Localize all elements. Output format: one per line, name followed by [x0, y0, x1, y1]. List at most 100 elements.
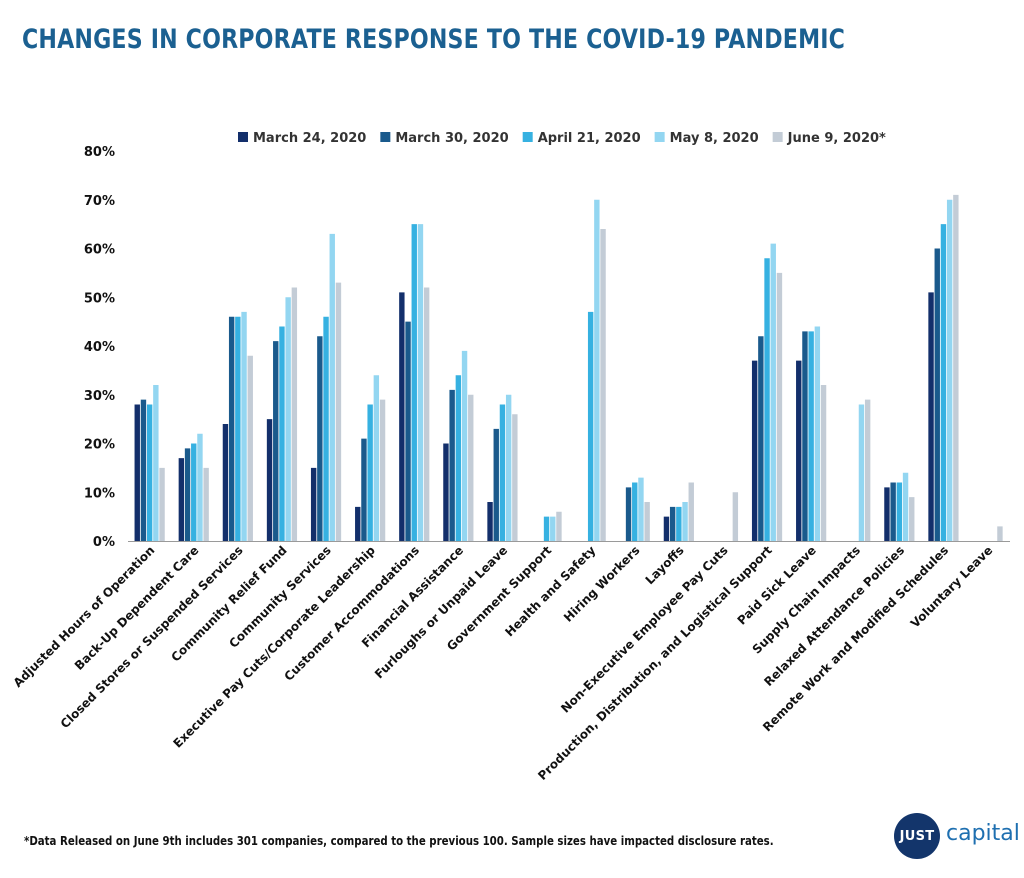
legend-label: March 30, 2020	[395, 131, 508, 146]
y-axis: 0% 10% 20% 30% 40% 50% 60% 70% 80%	[84, 145, 115, 550]
bar	[902, 472, 909, 541]
bar	[134, 404, 140, 541]
bar	[934, 248, 940, 541]
bar	[644, 502, 650, 541]
bar	[203, 467, 209, 542]
bar	[266, 419, 273, 542]
bar	[808, 331, 814, 542]
bar	[146, 404, 153, 541]
bar	[896, 482, 903, 541]
bar	[153, 385, 159, 541]
bar	[776, 272, 783, 542]
bar	[909, 497, 915, 542]
logo-badge: JUST	[894, 813, 940, 859]
y-tick-label: 40%	[84, 340, 115, 355]
bar	[399, 292, 405, 542]
bar	[946, 199, 953, 541]
bar	[310, 467, 317, 542]
bar	[461, 350, 468, 542]
x-tick-label: Paid Sick Leave	[735, 543, 819, 627]
x-tick-label: Layoffs	[643, 543, 687, 587]
bar	[361, 438, 367, 542]
bar	[928, 292, 934, 542]
bar	[285, 297, 291, 541]
bar	[468, 394, 474, 541]
bar	[159, 467, 165, 542]
bar	[732, 492, 739, 541]
bar	[405, 321, 411, 542]
bar	[543, 516, 550, 542]
bar	[241, 311, 247, 542]
bar	[367, 404, 373, 541]
legend-swatch	[522, 132, 533, 142]
legend-swatch	[238, 132, 248, 142]
legend-swatch	[654, 132, 665, 142]
bar	[940, 224, 947, 542]
bar	[335, 282, 342, 542]
x-tick-label: Executive Pay Cuts/Corporate Leadership	[171, 543, 379, 751]
bar	[556, 511, 562, 541]
bar	[953, 194, 959, 542]
bar	[751, 360, 758, 542]
chart-title: CHANGES IN CORPORATE RESPONSE TO THE COV…	[22, 24, 846, 55]
legend: March 24, 2020 March 30, 2020 April 21, 20…	[238, 131, 886, 146]
x-tick-label: Voluntary Leave	[908, 543, 995, 630]
x-tick-label: Non-Executive Employee Pay Cuts	[558, 543, 730, 715]
legend-label: June 9, 2020*	[787, 131, 886, 146]
bar	[279, 326, 285, 541]
bar	[884, 487, 890, 542]
bar	[329, 233, 335, 542]
bar	[669, 506, 676, 542]
bar	[273, 341, 279, 542]
bar	[178, 458, 185, 542]
bar	[191, 443, 197, 541]
bar	[317, 336, 323, 541]
bar	[758, 336, 764, 541]
legend-label: March 24, 2020	[253, 131, 366, 146]
bar	[184, 448, 191, 542]
logo-wordmark: capital	[946, 821, 1020, 846]
legend-item[interactable]: March 24, 2020	[238, 131, 366, 146]
legend-swatch	[380, 132, 391, 142]
legend-label: April 21, 2020	[538, 131, 641, 146]
bar	[858, 404, 865, 541]
bar	[291, 287, 298, 541]
bar	[423, 287, 430, 541]
bar	[594, 199, 600, 541]
bar	[140, 399, 147, 542]
legend-item[interactable]: May 8, 2020	[654, 131, 759, 146]
y-tick-label: 50%	[84, 291, 115, 306]
bar	[379, 399, 386, 542]
bar	[235, 316, 241, 541]
bar	[487, 502, 493, 541]
bar	[764, 258, 770, 541]
bar	[997, 526, 1003, 542]
bar	[417, 224, 424, 542]
bar	[228, 316, 235, 541]
just-capital-logo[interactable]: JUST capital	[894, 813, 1020, 859]
bar	[688, 482, 694, 541]
x-tick-label: Hiring Workers	[561, 543, 643, 625]
bar	[411, 224, 417, 542]
bar	[802, 331, 808, 542]
bar	[493, 428, 499, 542]
bar	[864, 399, 871, 542]
legend-item[interactable]: June 9, 2020*	[772, 131, 886, 146]
bar	[600, 229, 606, 541]
legend-item[interactable]: April 21, 2020	[522, 131, 641, 146]
bar	[247, 355, 253, 541]
bar	[455, 375, 462, 541]
bar	[587, 311, 594, 542]
bar	[443, 443, 449, 541]
y-tick-label: 20%	[84, 438, 115, 453]
bar	[197, 433, 203, 541]
bar	[770, 243, 776, 542]
y-tick-label: 80%	[84, 145, 115, 160]
bar	[632, 482, 638, 541]
bar	[682, 502, 688, 541]
y-tick-label: 30%	[84, 389, 115, 404]
bar	[505, 394, 512, 541]
bar	[663, 516, 670, 542]
legend-item[interactable]: March 30, 2020	[380, 131, 509, 146]
